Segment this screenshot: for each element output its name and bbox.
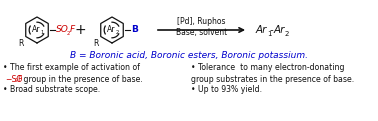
Text: F: F <box>70 26 74 34</box>
Text: −SO: −SO <box>5 75 22 83</box>
Text: • The first example of activation of: • The first example of activation of <box>3 64 140 72</box>
Text: Ar: Ar <box>32 26 40 34</box>
Text: group substrates in the presence of base.: group substrates in the presence of base… <box>191 75 354 83</box>
Text: 2: 2 <box>115 30 119 35</box>
Text: B = Boronic acid, Boronic esters, Boronic potassium.: B = Boronic acid, Boronic esters, Boroni… <box>70 52 308 60</box>
Text: Ar: Ar <box>107 26 115 34</box>
Text: Base, solvent: Base, solvent <box>176 29 227 38</box>
Text: 1: 1 <box>267 31 271 37</box>
Text: R: R <box>93 38 99 48</box>
Text: SO: SO <box>56 26 69 34</box>
Text: • Up to 93% yield.: • Up to 93% yield. <box>191 86 262 95</box>
Text: R: R <box>19 38 24 48</box>
Text: 2: 2 <box>285 31 290 37</box>
Text: • Broad substrate scope.: • Broad substrate scope. <box>3 86 100 95</box>
Text: 2: 2 <box>14 79 17 83</box>
Text: [Pd], Ruphos: [Pd], Ruphos <box>177 16 226 26</box>
Text: 1: 1 <box>40 30 44 35</box>
Text: • Tolerance  to many electron-donating: • Tolerance to many electron-donating <box>191 64 344 72</box>
Text: 2: 2 <box>67 31 70 36</box>
Text: +: + <box>74 23 86 37</box>
Text: Ar: Ar <box>256 25 267 35</box>
Text: -: - <box>270 25 274 35</box>
Text: B: B <box>131 26 138 34</box>
Text: F: F <box>17 75 22 83</box>
Text: Ar: Ar <box>274 25 285 35</box>
Text: group in the presence of base.: group in the presence of base. <box>21 75 143 83</box>
